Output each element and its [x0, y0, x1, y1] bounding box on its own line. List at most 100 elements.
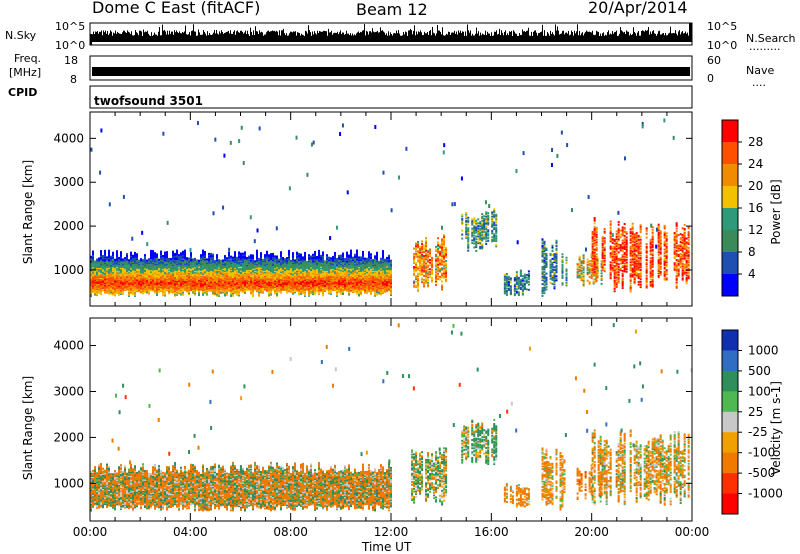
heatmap-cell [324, 260, 326, 263]
heatmap-cell [240, 268, 242, 271]
heatmap-cell [288, 249, 290, 252]
nsky-bar [125, 32, 126, 42]
heatmap-cell [222, 268, 224, 271]
heatmap-cell [248, 269, 250, 272]
heatmap-cell [200, 256, 202, 259]
heatmap-cell [224, 257, 226, 260]
heatmap-cell [174, 262, 176, 265]
heatmap-cell [298, 267, 300, 270]
heatmap-cell [248, 274, 250, 277]
heatmap-cell [248, 277, 250, 280]
heatmap-cell [182, 275, 184, 278]
heatmap-cell [188, 282, 190, 285]
heatmap-cell [226, 259, 228, 262]
heatmap-cell [288, 267, 290, 270]
heatmap-cell [152, 267, 154, 270]
heatmap-cell [102, 258, 104, 261]
heatmap-cell [110, 260, 112, 263]
heatmap-cell [262, 273, 264, 276]
heatmap-cell [180, 264, 182, 267]
heatmap-cell [326, 268, 328, 271]
heatmap-cell [230, 294, 232, 297]
heatmap-cell [208, 289, 210, 292]
nsky-bar [581, 33, 582, 42]
heatmap-cell [252, 260, 254, 263]
heatmap-cell [102, 271, 104, 274]
heatmap-cell [202, 272, 204, 275]
heatmap-cell [270, 278, 272, 281]
heatmap-cell [232, 278, 234, 281]
heatmap-cell [152, 256, 154, 259]
heatmap-cell [154, 281, 156, 284]
heatmap-cell [354, 278, 356, 281]
heatmap-cell [338, 283, 340, 286]
nsky-bar [415, 35, 416, 42]
nsky-bar [169, 30, 170, 42]
heatmap-cell [262, 277, 264, 280]
heatmap-cell [206, 271, 208, 274]
heatmap-cell [192, 262, 194, 265]
heatmap-cell [290, 264, 292, 267]
heatmap-cell [204, 273, 206, 276]
heatmap-cell [178, 260, 180, 263]
heatmap-cell [198, 287, 200, 290]
heatmap-cell [138, 260, 140, 263]
heatmap-cell [206, 273, 208, 276]
nsky-bar [173, 34, 174, 42]
heatmap-cell [336, 289, 338, 292]
heatmap-cell [164, 287, 166, 290]
heatmap-cell [278, 286, 280, 289]
heatmap-cell [352, 261, 354, 264]
heatmap-cell [330, 280, 332, 283]
heatmap-cell [114, 291, 116, 294]
heatmap-cell [130, 256, 132, 259]
heatmap-cell [134, 280, 136, 283]
heatmap-cell [318, 254, 320, 257]
heatmap-cell [250, 254, 252, 257]
heatmap-cell [202, 256, 204, 259]
heatmap-cell [180, 290, 182, 293]
heatmap-cell [154, 282, 156, 285]
heatmap-cell [118, 256, 120, 259]
heatmap-cell [114, 264, 116, 267]
heatmap-cell [146, 259, 148, 262]
heatmap-cell [144, 273, 146, 276]
heatmap-cell [214, 265, 216, 268]
heatmap-cell [230, 255, 232, 258]
heatmap-cell [256, 249, 258, 252]
heatmap-cell [140, 269, 142, 272]
heatmap-cell [240, 252, 242, 255]
nsky-bar [473, 35, 474, 42]
heatmap-cell [118, 283, 120, 286]
heatmap-cell [190, 259, 192, 262]
heatmap-cell [330, 258, 332, 261]
heatmap-cell [350, 253, 352, 256]
heatmap-cell [278, 267, 280, 270]
heatmap-cell [158, 283, 160, 286]
nsky-bar [183, 32, 184, 42]
heatmap-cell [254, 260, 256, 263]
nsky-bar [204, 31, 205, 42]
nsky-bar [305, 30, 306, 42]
heatmap-cell [266, 265, 268, 268]
nsky-bar [529, 35, 530, 42]
heatmap-cell [188, 284, 190, 287]
heatmap-cell [332, 281, 334, 284]
heatmap-cell [186, 266, 188, 269]
heatmap-cell [142, 280, 144, 283]
heatmap-cell [136, 266, 138, 269]
heatmap-cell [188, 291, 190, 294]
heatmap-cell [122, 269, 124, 272]
nsky-bar [184, 31, 185, 42]
heatmap-cell [210, 255, 212, 258]
heatmap-cell [310, 287, 312, 290]
heatmap-cell [350, 285, 352, 288]
heatmap-cell [90, 286, 92, 289]
heatmap-cell [292, 290, 294, 293]
heatmap-cell [340, 254, 342, 257]
heatmap-cell [222, 276, 224, 279]
heatmap-cell [280, 252, 282, 255]
heatmap-cell [206, 286, 208, 289]
heatmap-cell [184, 255, 186, 258]
heatmap-cell [296, 278, 298, 281]
